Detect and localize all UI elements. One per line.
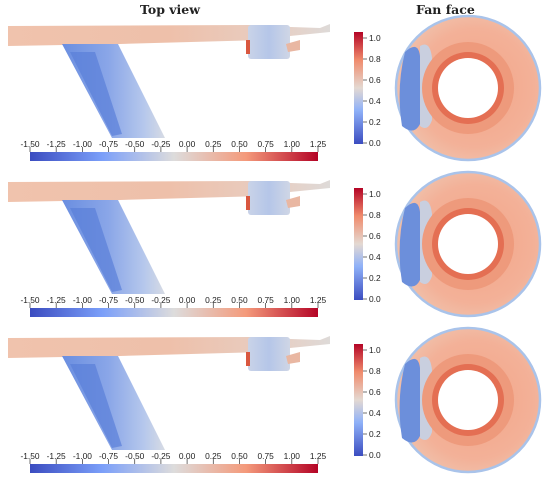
vertical-tick-label: 0.2 <box>369 273 381 283</box>
fan-face-disk <box>394 326 542 474</box>
horizontal-colorbar <box>30 464 318 473</box>
colorbar-tick-label: -1.25 <box>47 451 66 461</box>
colorbar-tick-label: -0.50 <box>125 139 144 149</box>
nacelle-lip <box>246 352 250 366</box>
colorbar-tick-label: 0.25 <box>205 295 222 305</box>
low-pressure-region <box>70 364 122 448</box>
vertical-tick-label: 0.4 <box>369 408 381 418</box>
vertical-tick-label: 0.6 <box>369 231 381 241</box>
colorbar-tick-label: -0.25 <box>151 451 170 461</box>
vertical-tick-label: 0.2 <box>369 429 381 439</box>
vertical-tick-label: 0.8 <box>369 210 381 220</box>
top-view-plot <box>8 180 330 294</box>
colorbar-tick-label: -1.50 <box>20 295 39 305</box>
low-pressure-region <box>70 52 122 136</box>
colorbar-tick-label: -1.00 <box>73 139 92 149</box>
fan-hub-hole <box>438 214 498 274</box>
fan-low-region <box>399 202 420 287</box>
colorbar-tick-label: 0.50 <box>231 139 248 149</box>
colorbar-tick-label: 1.25 <box>310 295 327 305</box>
low-pressure-region <box>70 208 122 292</box>
horizontal-colorbar <box>30 308 318 317</box>
vertical-colorbar <box>354 188 363 300</box>
top-view-title: Top view <box>140 2 201 17</box>
fan-low-region <box>399 46 420 131</box>
fan-low-region <box>399 358 420 443</box>
colorbar-tick-label: 0.75 <box>257 295 274 305</box>
colorbar-tick-label: -0.25 <box>151 295 170 305</box>
fan-face-disk <box>394 14 542 162</box>
colorbar-tick-label: 0.50 <box>231 295 248 305</box>
colorbar-tick-label: -1.00 <box>73 451 92 461</box>
row-2-panel: -1.50 -1.25 -1.00 -0.75 -0.50 -0.25 0.00 0.25 0.… <box>8 170 542 318</box>
top-view-plot <box>8 24 330 138</box>
horizontal-colorbar <box>30 152 318 161</box>
colorbar-tick-label: 1.00 <box>284 139 301 149</box>
colorbar-tick-label: -0.75 <box>99 295 118 305</box>
colorbar-tick-label: 0.50 <box>231 451 248 461</box>
fan-hub-hole <box>438 58 498 118</box>
vertical-tick-label: 0.0 <box>369 294 381 304</box>
colorbar-tick-label: -0.75 <box>99 451 118 461</box>
colorbar-tick-label: 0.00 <box>179 139 196 149</box>
top-view-plot <box>8 336 330 450</box>
colorbar-tick-label: 1.25 <box>310 451 327 461</box>
vertical-colorbar <box>354 32 363 144</box>
colorbar-tick-label: -0.50 <box>125 295 144 305</box>
fan-face-title: Fan face <box>416 2 475 17</box>
vertical-tick-label: 0.6 <box>369 75 381 85</box>
nacelle-pod <box>248 181 290 215</box>
colorbar-tick-label: -0.75 <box>99 139 118 149</box>
colorbar-tick-label: -0.25 <box>151 139 170 149</box>
colorbar-tick-label: 1.00 <box>284 295 301 305</box>
colorbar-tick-label: -1.25 <box>47 139 66 149</box>
row-1-panel: -1.50 -1.25 -1.00 -0.75 -0.50 -0.25 0.00 0.25 0.… <box>8 14 542 162</box>
nacelle-exhaust <box>286 352 300 364</box>
nacelle-lip <box>246 40 250 54</box>
vertical-tick-label: 0.8 <box>369 54 381 64</box>
vertical-tick-label: 0.0 <box>369 450 381 460</box>
vertical-tick-label: 0.4 <box>369 252 381 262</box>
vertical-tick-label: 0.4 <box>369 96 381 106</box>
colorbar-tick-label: 0.25 <box>205 139 222 149</box>
colorbar-tick-label: -1.50 <box>20 139 39 149</box>
colorbar-tick-label: 1.00 <box>284 451 301 461</box>
nacelle-lip <box>246 196 250 210</box>
colorbar-tick-label: -0.50 <box>125 451 144 461</box>
nacelle-exhaust <box>286 196 300 208</box>
fan-face-disk <box>394 170 542 318</box>
vertical-tick-label: 1.0 <box>369 189 381 199</box>
vertical-colorbar <box>354 344 363 456</box>
colorbar-tick-label: 1.25 <box>310 139 327 149</box>
colorbar-tick-label: 0.75 <box>257 451 274 461</box>
colorbar-tick-label: 0.25 <box>205 451 222 461</box>
colorbar-tick-label: -1.00 <box>73 295 92 305</box>
nacelle-pod <box>248 25 290 59</box>
vertical-tick-label: 1.0 <box>369 33 381 43</box>
vertical-tick-label: 0.8 <box>369 366 381 376</box>
colorbar-tick-label: 0.00 <box>179 451 196 461</box>
vertical-tick-label: 0.2 <box>369 117 381 127</box>
nacelle-exhaust <box>286 40 300 52</box>
colorbar-tick-label: -1.25 <box>47 295 66 305</box>
nacelle-pod <box>248 337 290 371</box>
colorbar-tick-label: 0.00 <box>179 295 196 305</box>
row-3-panel: -1.50 -1.25 -1.00 -0.75 -0.50 -0.25 0.00 0.25 0.… <box>8 326 542 474</box>
colorbar-tick-label: 0.75 <box>257 139 274 149</box>
vertical-tick-label: 0.0 <box>369 138 381 148</box>
colorbar-tick-label: -1.50 <box>20 451 39 461</box>
vertical-tick-label: 1.0 <box>369 345 381 355</box>
vertical-tick-label: 0.6 <box>369 387 381 397</box>
fan-hub-hole <box>438 370 498 430</box>
